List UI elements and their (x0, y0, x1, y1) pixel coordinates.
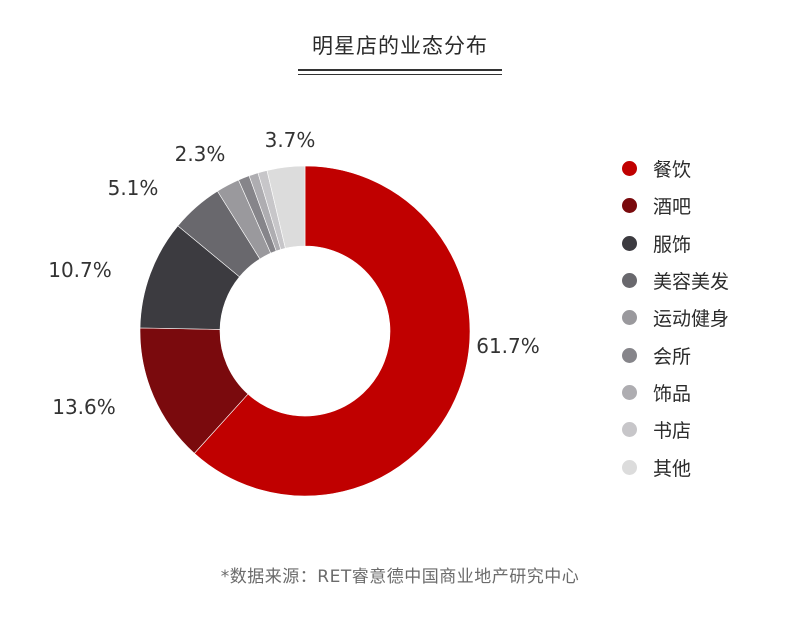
data-label-2: 13.6% (52, 395, 116, 419)
data-label-3: 10.7% (48, 258, 112, 282)
legend-swatch (622, 235, 637, 251)
legend-label: 美容美发 (653, 271, 730, 294)
legend-swatch (622, 273, 637, 289)
legend-item-6: 会所 (622, 336, 729, 373)
legend-item-5: 运动健身 (622, 299, 729, 336)
legend-item-4: 美容美发 (622, 262, 729, 299)
legend-label: 餐饮 (653, 159, 692, 182)
data-label-9: 3.7% (265, 128, 316, 152)
legend-swatch (622, 198, 637, 214)
legend-item-9: 其他 (622, 448, 729, 485)
legend-label: 酒吧 (653, 196, 692, 219)
data-label-1: 61.7% (476, 334, 540, 358)
legend-label: 其他 (653, 457, 692, 480)
slice-9 (266, 165, 306, 249)
legend-item-7: 饰品 (622, 374, 729, 411)
legend-label: 会所 (653, 345, 692, 368)
legend-label: 服饰 (653, 233, 692, 256)
legend-item-8: 书店 (622, 411, 729, 448)
legend-item-2: 酒吧 (622, 187, 729, 224)
legend-swatch (622, 422, 637, 438)
legend-item-3: 服饰 (622, 225, 729, 262)
legend-swatch (622, 384, 637, 400)
legend-swatch (622, 459, 637, 475)
legend-label: 书店 (653, 420, 692, 443)
chart-title: 明星店的业态分布 (298, 30, 502, 75)
data-label-5: 2.3% (175, 142, 226, 166)
data-label-4: 5.1% (108, 176, 159, 200)
legend-item-1: 餐饮 (622, 150, 729, 187)
chart-legend: 餐饮酒吧服饰美容美发运动健身会所饰品书店其他 (622, 150, 729, 486)
legend-swatch (622, 310, 637, 326)
data-source-note: *数据来源：RET睿意德中国商业地产研究中心 (220, 567, 580, 587)
legend-swatch (622, 161, 637, 177)
legend-label: 运动健身 (653, 308, 730, 331)
legend-label: 饰品 (653, 382, 692, 405)
legend-swatch (622, 347, 637, 363)
slice-1 (193, 165, 471, 497)
